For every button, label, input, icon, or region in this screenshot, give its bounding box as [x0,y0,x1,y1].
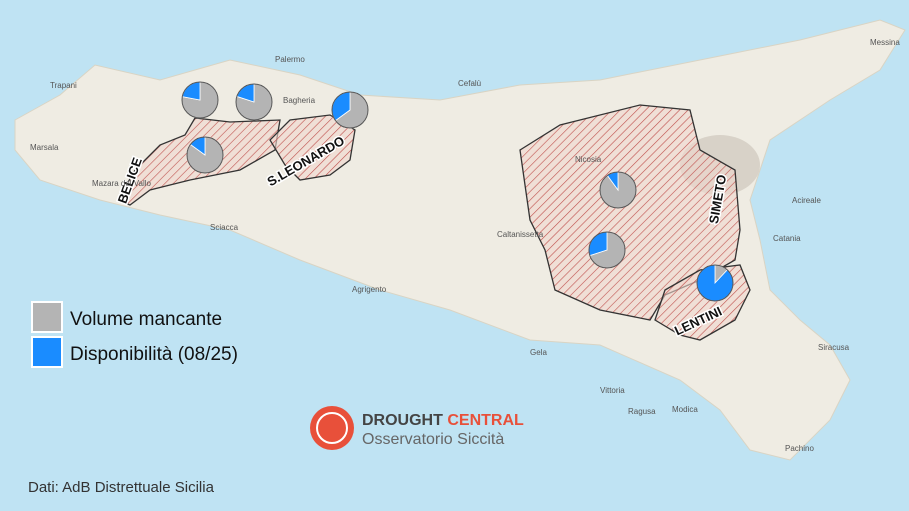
logo-title: DROUGHT CENTRAL [362,412,524,429]
place-label: Palermo [275,55,305,64]
place-label: Bagheria [283,96,316,105]
place-label: Siracusa [818,343,850,352]
place-label: Messina [870,38,900,47]
place-label: Mazara del Vallo [92,179,152,188]
place-label: Vittoria [600,386,625,395]
legend-swatch [31,336,63,368]
pie-outline [588,231,626,269]
place-label: Sciacca [210,223,239,232]
basin-area [269,114,356,181]
pie-outline [181,81,219,119]
pie-outline [696,264,734,302]
logo-title-a: DROUGHT [362,412,443,429]
place-label: Trapani [50,81,77,90]
place-label: Caltanissetta [497,230,544,239]
place-label: Acireale [792,196,821,205]
legend-label: Disponibilità (08/25) [70,344,238,365]
source: Dati: AdB Distrettuale Sicilia [28,479,215,496]
legend-label: Volume mancante [70,309,222,330]
pie-outline [235,83,273,121]
pie-outline [599,171,637,209]
place-label: Nicosia [575,155,602,164]
place-label: Catania [773,234,801,243]
place-label: Ragusa [628,407,656,416]
place-label: Modica [672,405,698,414]
place-label: Cefalù [458,79,481,88]
place-label: Gela [530,348,547,357]
pie-outline [186,136,224,174]
place-label: Agrigento [352,285,387,294]
pie-outline [331,91,369,129]
logo-subtitle: Osservatorio Siccità [362,431,504,448]
place-label: Marsala [30,143,59,152]
place-label: Pachino [785,444,814,453]
legend-swatch [31,301,63,333]
logo-icon [316,412,348,444]
logo-title-b: CENTRAL [447,412,524,429]
